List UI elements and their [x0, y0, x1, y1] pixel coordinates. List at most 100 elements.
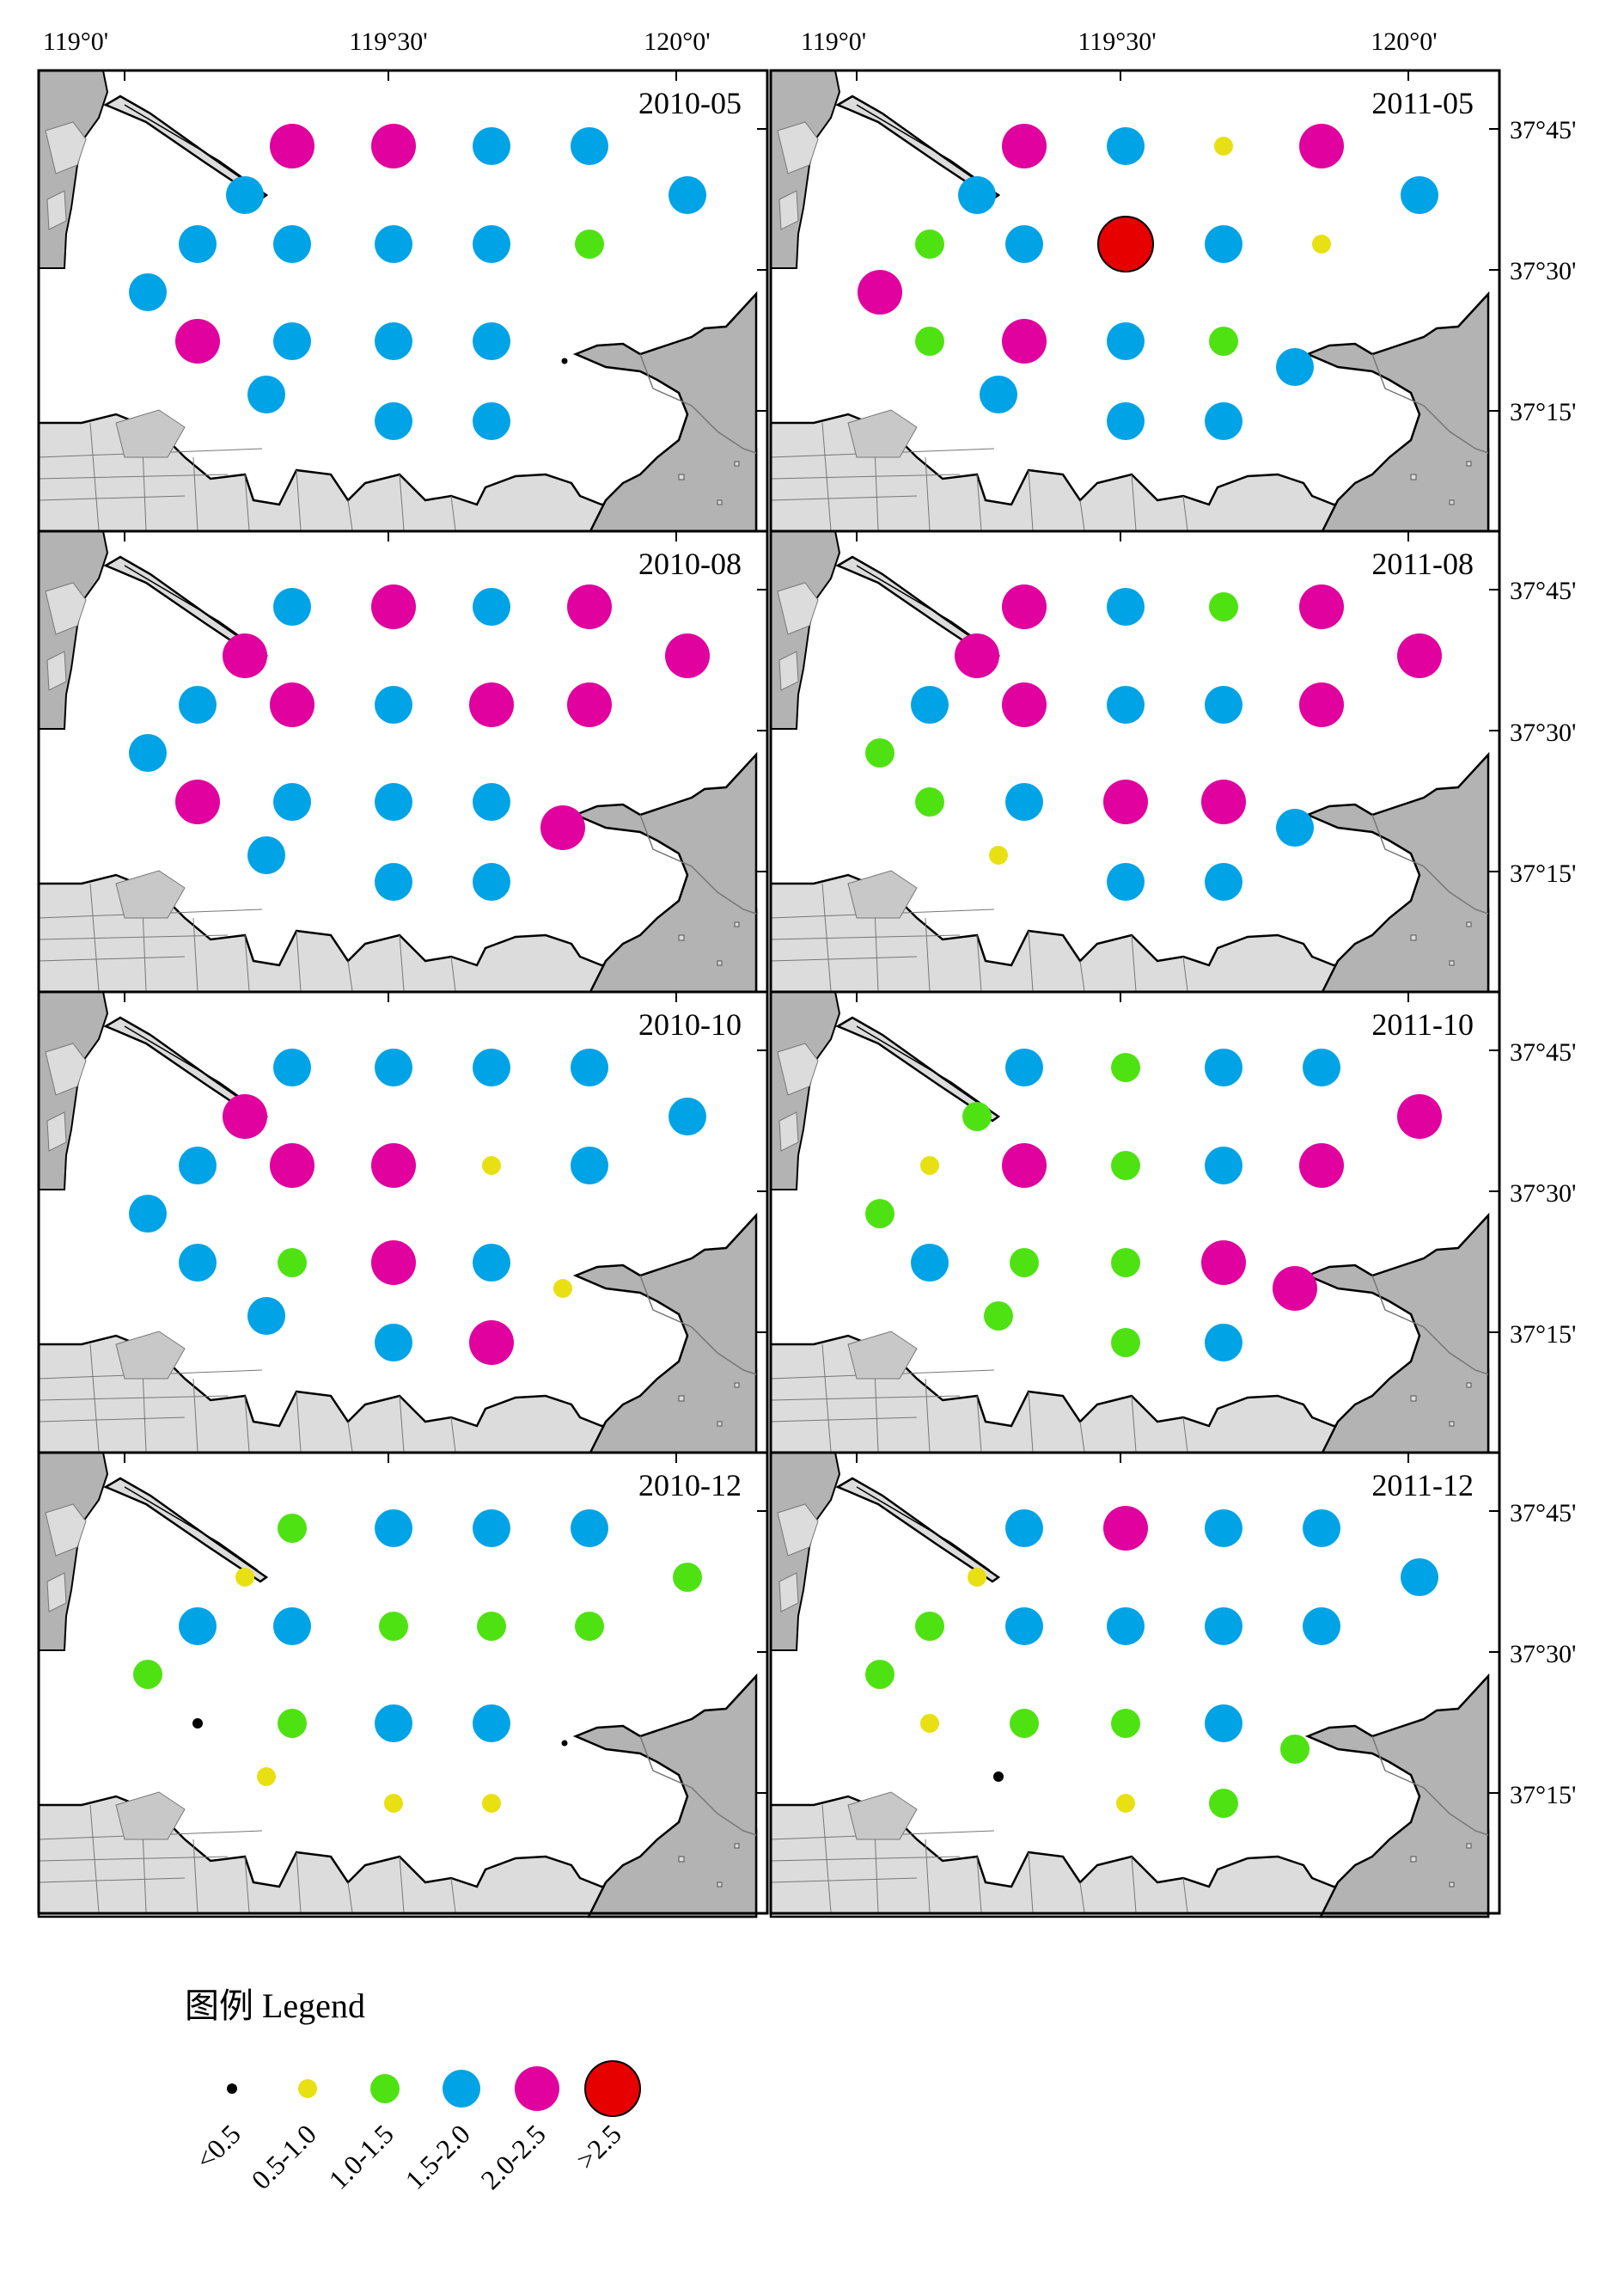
station-marker: [1205, 1607, 1242, 1645]
station-marker: [371, 1240, 416, 1285]
station-marker: [915, 229, 944, 259]
legend-swatch: [515, 2066, 559, 2111]
station-marker: [575, 229, 604, 259]
station-marker: [473, 1704, 510, 1742]
station-marker: [473, 863, 510, 901]
station-marker: [175, 319, 220, 364]
station-marker: [1214, 137, 1233, 156]
station-marker: [375, 322, 412, 360]
station-marker: [129, 734, 167, 772]
legend-swatch: [584, 2060, 641, 2117]
lat-label-r2-2: 37°15': [1510, 860, 1576, 888]
station-marker: [473, 127, 510, 165]
legend: 图例 Legend <0.50.5-1.0 1.0-1.5 1.5-2.02.0-2…: [185, 1986, 641, 2195]
station-marker: [915, 787, 944, 817]
station-marker: [1002, 319, 1047, 364]
station-marker: [571, 1509, 608, 1547]
station-marker: [1010, 1709, 1039, 1738]
station-marker: [1205, 1147, 1242, 1184]
lon-label-left-2: 120°0': [644, 28, 710, 56]
station-marker: [1111, 1709, 1140, 1738]
station-marker: [278, 1709, 307, 1738]
station-marker: [273, 783, 311, 821]
station-marker: [375, 1324, 412, 1361]
station-marker: [1397, 1094, 1442, 1139]
station-marker: [1005, 1049, 1043, 1086]
station-marker: [1107, 322, 1145, 360]
station-marker: [911, 686, 949, 724]
station-marker: [968, 1568, 986, 1587]
station-marker: [482, 1794, 501, 1813]
station-marker: [473, 322, 510, 360]
station-marker: [1209, 327, 1238, 356]
station-marker: [133, 1660, 162, 1689]
station-marker: [1107, 686, 1145, 724]
legend-title: 图例 Legend: [185, 1986, 365, 2025]
station-marker: [1209, 1789, 1238, 1818]
station-marker: [179, 686, 217, 724]
station-marker: [375, 225, 412, 263]
station-marker: [1205, 1509, 1242, 1547]
station-marker: [1005, 225, 1043, 263]
station-marker: [223, 633, 267, 678]
station-marker: [247, 836, 285, 874]
map-panel-2011-10: 2011-10: [769, 990, 1501, 1458]
station-marker: [1205, 1049, 1242, 1086]
lat-label-r3-1: 37°30': [1510, 1179, 1576, 1208]
station-marker: [375, 783, 412, 821]
station-marker: [469, 1320, 514, 1365]
station-marker: [911, 1244, 949, 1282]
station-marker: [129, 273, 167, 311]
station-marker: [920, 1156, 939, 1175]
station-marker: [1103, 1506, 1148, 1551]
station-marker: [1312, 235, 1331, 254]
station-marker: [920, 1714, 939, 1733]
station-marker: [571, 1049, 608, 1086]
station-marker: [1397, 633, 1442, 678]
lat-label-r2-0: 37°45': [1510, 577, 1576, 605]
station-marker: [1209, 592, 1238, 621]
station-marker: [1201, 780, 1246, 824]
panel-label: 2010-05: [638, 86, 742, 120]
lat-label-r1-2: 37°15': [1510, 398, 1576, 426]
station-marker: [1103, 780, 1148, 824]
station-marker: [1107, 127, 1145, 165]
station-marker: [247, 1297, 285, 1335]
station-marker: [980, 376, 1017, 413]
lon-label-right-1: 119°30': [1078, 28, 1156, 56]
station-marker: [375, 1704, 412, 1742]
station-marker: [1303, 1607, 1340, 1645]
station-marker: [192, 1718, 203, 1729]
station-marker: [553, 1279, 572, 1298]
map-panel-2010-08: 2010-08: [37, 529, 769, 997]
station-marker: [278, 1514, 307, 1543]
station-marker: [375, 686, 412, 724]
panel-label: 2011-08: [1371, 547, 1474, 581]
map-panel-2011-12: 2011-12: [769, 1451, 1501, 1918]
station-marker: [1002, 1143, 1047, 1188]
latitude-labels: 37°45' 37°30' 37°15' 37°45' 37°30' 37°15…: [1510, 116, 1576, 1809]
station-marker: [1299, 682, 1344, 727]
map-panel-2011-05: 2011-05: [769, 69, 1501, 536]
station-marker: [1401, 176, 1438, 214]
panel-frame: [37, 1451, 769, 1915]
longitude-labels: 119°0' 119°30' 120°0' 119°0' 119°30' 120…: [43, 28, 1438, 56]
station-marker: [179, 1147, 217, 1184]
station-marker: [482, 1156, 501, 1175]
station-marker: [1107, 402, 1145, 440]
station-marker: [1280, 1735, 1310, 1764]
station-marker: [955, 633, 999, 678]
lat-label-r1-0: 37°45': [1510, 116, 1576, 144]
station-marker: [179, 1244, 217, 1282]
station-marker: [1276, 809, 1314, 847]
station-marker: [375, 1049, 412, 1086]
panel-label: 2011-05: [1371, 86, 1474, 120]
station-marker: [993, 1771, 1004, 1782]
station-marker: [962, 1102, 992, 1131]
station-marker: [1010, 1248, 1039, 1277]
station-marker: [1005, 783, 1043, 821]
lon-label-left-1: 119°30': [349, 28, 427, 56]
legend-label: 2.0-2.5: [474, 2118, 552, 2195]
station-marker: [273, 1607, 311, 1645]
station-marker: [473, 402, 510, 440]
